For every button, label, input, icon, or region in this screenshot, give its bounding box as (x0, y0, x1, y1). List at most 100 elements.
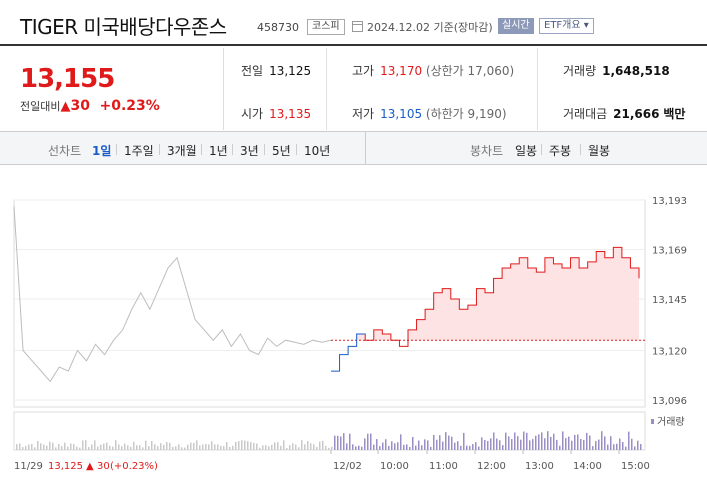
volume-bar (277, 442, 279, 450)
volume-bar (253, 442, 255, 450)
period-1d[interactable]: 1일 (92, 144, 112, 158)
volume-bar (619, 438, 621, 450)
volume-bar (67, 446, 69, 450)
volume-bar (484, 439, 486, 450)
volume-bar (289, 445, 291, 450)
volume-bar (487, 440, 489, 450)
volume-bar (463, 432, 465, 450)
volume-bar (304, 444, 306, 450)
price-chart[interactable]: 13,193 13,169 13,145 13,120 13,096 거래량 12/02… (0, 170, 707, 482)
divider (537, 48, 538, 130)
volume-bar (544, 438, 546, 450)
volume-bar (553, 433, 555, 450)
footer-date: 11/29 (14, 461, 43, 472)
realtime-button[interactable]: 실시간 (498, 18, 534, 34)
volume-bar (427, 440, 429, 450)
candle-monthly[interactable]: 월봉 (588, 144, 611, 158)
divider (201, 144, 202, 155)
volume-bar (385, 439, 387, 450)
volume-bar (475, 442, 477, 450)
volume-bar (115, 440, 117, 450)
y-tick-label: 13,193 (652, 196, 687, 207)
stat-unit: 백만 (663, 107, 686, 121)
period-1w[interactable]: 1주일 (124, 144, 154, 158)
change-label: 전일대비 (20, 100, 61, 113)
volume-bar (505, 432, 507, 450)
volume-bar (199, 445, 201, 450)
volume-bar (226, 442, 228, 450)
divider (580, 144, 581, 155)
volume-bar (442, 441, 444, 450)
volume-bar (73, 444, 75, 450)
volume-bar (169, 442, 171, 450)
volume-bar (205, 444, 207, 450)
volume-bar (496, 438, 498, 450)
etf-overview-dropdown[interactable]: ETF개요 ▾ (539, 18, 594, 34)
candle-daily[interactable]: 일봉 (515, 144, 538, 158)
volume-bar (592, 446, 594, 450)
volume-bar (232, 445, 234, 450)
stat-value: 1,648,518 (602, 64, 670, 78)
volume-bar (478, 446, 480, 450)
volume-bar (346, 443, 348, 450)
volume-bar (85, 440, 87, 450)
volume-bar (370, 433, 372, 450)
lower-limit: (하한가 9,190) (425, 107, 507, 121)
volume-bar (139, 445, 141, 450)
volume-bar (220, 445, 222, 450)
volume-bar (469, 445, 471, 450)
volume-bar (196, 440, 198, 450)
prev-day-line (13, 206, 332, 383)
volume-bar (214, 444, 216, 450)
volume-bar (244, 440, 246, 450)
volume-bar (454, 442, 456, 450)
volume-bar (49, 441, 51, 450)
period-5y[interactable]: 5년 (272, 144, 291, 158)
volume-bar (64, 442, 66, 450)
volume-bar (583, 439, 585, 450)
stat-value: 13,125 (269, 64, 312, 78)
volume-bar (595, 441, 597, 450)
stat-label: 고가 (352, 64, 375, 78)
volume-bar (526, 432, 528, 450)
volume-bar (457, 441, 459, 450)
volume-bar (178, 444, 180, 450)
volume-bar (493, 432, 495, 450)
volume-bar (175, 446, 177, 450)
x-axis: 12/02 10:00 11:00 12:00 13:00 14:00 15:00 (330, 450, 650, 472)
volume-legend-icon (651, 419, 654, 424)
volume-bar (376, 439, 378, 450)
volume-bar (382, 442, 384, 450)
market-badge: 코스피 (307, 19, 345, 35)
volume-bar (271, 444, 273, 450)
volume-bar (541, 432, 543, 450)
volume-bar (481, 437, 483, 450)
period-3y[interactable]: 3년 (240, 144, 259, 158)
stat-prev-close: 전일 13,125 (241, 62, 311, 79)
volume-bar (400, 434, 402, 450)
volume-bar (133, 441, 135, 450)
volume-bar (559, 445, 561, 450)
divider (159, 144, 160, 155)
up-arrow-icon: ▲ (60, 99, 71, 114)
period-1y[interactable]: 1년 (209, 144, 228, 158)
period-3m[interactable]: 3개월 (167, 144, 197, 158)
volume-bar (334, 435, 336, 450)
volume-bar (280, 445, 282, 450)
volume-bar (412, 437, 414, 450)
volume-bar (106, 442, 108, 450)
volume-bar (523, 431, 525, 450)
volume-bar (166, 441, 168, 450)
volume-bar (415, 445, 417, 450)
volume-bar (76, 446, 78, 450)
volume-bar (367, 433, 369, 450)
volume-bar (565, 438, 567, 450)
divider (296, 144, 297, 155)
volume-bar (433, 434, 435, 450)
volume-bar (628, 431, 630, 450)
volume-bar (142, 447, 144, 450)
volume-bar (445, 432, 447, 450)
volume-bar (154, 444, 156, 450)
period-10y[interactable]: 10년 (304, 144, 331, 158)
candle-weekly[interactable]: 주봉 (549, 144, 572, 158)
